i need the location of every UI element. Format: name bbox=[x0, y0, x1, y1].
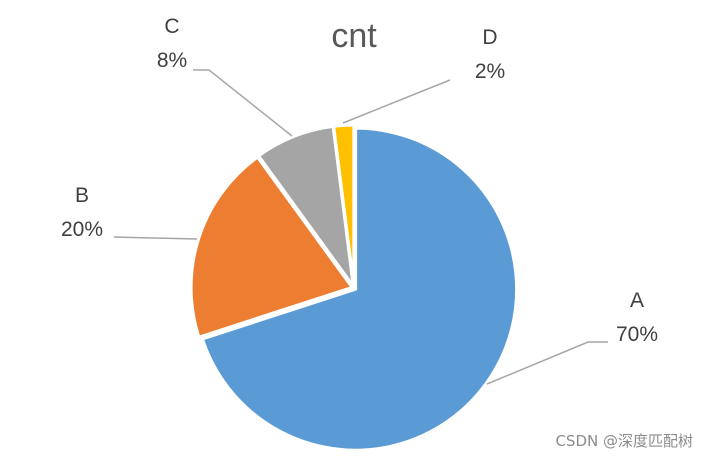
slice-category-label-d: D bbox=[482, 26, 497, 49]
leader-line-a bbox=[486, 341, 608, 385]
pie-slice-d bbox=[332, 123, 356, 288]
slice-value-label-d: 2% bbox=[475, 60, 505, 83]
slice-category-label-c: C bbox=[164, 15, 179, 38]
pie-slice-b bbox=[189, 155, 354, 339]
pie-slices bbox=[189, 123, 519, 452]
slice-labels: A 70% B 20% C 8% D 2% bbox=[61, 15, 658, 346]
slice-value-label-c: 8% bbox=[157, 49, 187, 72]
slice-category-label-b: B bbox=[75, 184, 89, 207]
slice-category-label-a: A bbox=[630, 289, 644, 312]
leader-line-d bbox=[342, 79, 451, 124]
chart-title: cnt bbox=[331, 17, 377, 55]
watermark-text: CSDN @深度匹配树 bbox=[555, 432, 693, 450]
slice-value-label-b: 20% bbox=[61, 218, 103, 241]
leader-line-c bbox=[193, 69, 293, 137]
slice-value-label-a: 70% bbox=[616, 323, 658, 346]
pie-slice-a bbox=[200, 126, 519, 452]
leader-lines bbox=[113, 69, 608, 385]
leader-line-b bbox=[113, 236, 198, 240]
